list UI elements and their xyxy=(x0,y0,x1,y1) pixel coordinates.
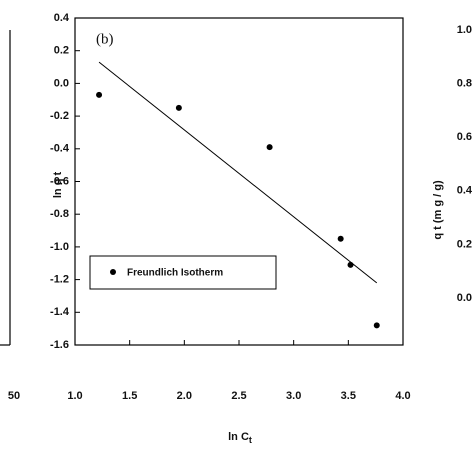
legend-marker xyxy=(110,269,116,275)
y-tick-label: 0.2 xyxy=(54,45,69,57)
y-tick-label: 0.0 xyxy=(54,77,69,89)
y-tick-label: -0.2 xyxy=(50,110,69,122)
y-axis-label: ln q t xyxy=(52,172,64,199)
x-tick-label: 4.0 xyxy=(395,390,410,402)
x-axis-label: ln Ct xyxy=(228,431,252,445)
legend-label: Freundlich Isotherm xyxy=(127,268,223,279)
y-tick-label: 0.4 xyxy=(457,185,473,197)
annotation: (b) xyxy=(96,31,114,47)
y-tick-label: 0.4 xyxy=(54,12,70,24)
y-tick-label: -1.2 xyxy=(50,274,69,286)
data-point xyxy=(175,104,182,111)
y-tick-label: -0.6 xyxy=(50,175,69,187)
x-tick-label: 1.5 xyxy=(122,390,137,402)
x-tick-label: 50 xyxy=(8,390,20,402)
data-point xyxy=(266,144,273,151)
y-tick-label: 0.2 xyxy=(457,238,472,250)
data-point xyxy=(96,91,103,98)
x-tick-label: 3.0 xyxy=(286,390,301,402)
y-tick-label: 0.8 xyxy=(457,78,472,90)
y-tick-label: 0.0 xyxy=(457,292,472,304)
y-tick-label: -0.8 xyxy=(50,208,69,220)
y-axis-label: q t (m g / g) xyxy=(432,180,444,240)
x-tick-label: 3.5 xyxy=(341,390,356,402)
data-point xyxy=(347,261,354,268)
x-tick-label: 2.0 xyxy=(177,390,192,402)
x-axis-label-sub: t xyxy=(249,435,252,445)
plot-frame xyxy=(74,17,404,346)
y-tick-label: -1.4 xyxy=(50,306,70,318)
y-tick-label: 1.0 xyxy=(457,24,472,36)
y-tick-label: -1.6 xyxy=(50,339,69,351)
y-tick-label: -1.0 xyxy=(50,241,69,253)
x-tick-label: 1.0 xyxy=(67,390,82,402)
fit-line xyxy=(98,61,378,284)
data-point xyxy=(337,235,344,242)
data-point xyxy=(373,322,380,329)
y-tick-label: 0.6 xyxy=(457,131,472,143)
x-tick-label: 2.5 xyxy=(231,390,246,402)
legend-box xyxy=(89,255,277,290)
y-tick-label: -0.4 xyxy=(50,143,70,155)
x-axis-label-main: ln C xyxy=(228,431,249,443)
